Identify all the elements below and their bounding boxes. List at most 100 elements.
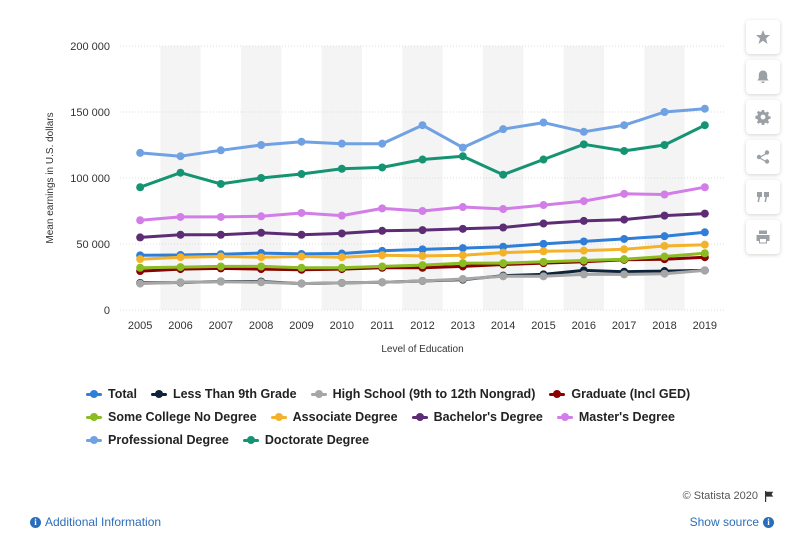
data-point [539,247,548,256]
data-point [620,189,629,198]
legend-label: Associate Degree [292,409,398,424]
data-point [216,262,225,271]
legend-item[interactable]: Associate Degree [270,409,398,424]
data-point [136,255,145,264]
x-tick-label: 2014 [491,320,515,332]
x-tick-label: 2012 [410,320,434,332]
legend-item[interactable]: Master's Degree [556,410,675,424]
data-point [579,237,588,246]
data-point [257,141,266,149]
show-source-link[interactable]: Show source i [690,515,774,529]
data-point [458,274,467,283]
legend-item[interactable]: Graduate (Incl GED) [549,387,690,401]
data-point [378,226,387,235]
data-point [136,263,145,272]
x-tick-label: 2009 [289,320,313,332]
data-point [539,201,548,210]
printer-icon [756,230,770,244]
data-point [700,209,709,218]
bell-icon [757,70,769,84]
x-tick-label: 2011 [370,320,394,332]
x-tick-label: 2007 [209,320,233,332]
x-tick-label: 2017 [612,320,636,332]
data-point [216,252,225,261]
legend-label: Less Than 9th Grade [172,386,297,401]
data-point [539,155,548,164]
data-point [660,269,669,278]
quote-icon [757,192,769,202]
cite-button[interactable] [746,180,780,214]
data-point [418,207,427,215]
y-tick-label: 50 000 [76,239,110,251]
legend-swatch [310,389,327,399]
data-point [216,230,225,239]
data-point [660,241,669,250]
data-point [378,163,387,172]
data-point [337,164,346,173]
data-point [337,211,346,220]
share-button[interactable] [746,140,780,174]
data-point [257,212,266,221]
data-point [700,183,709,192]
legend-item[interactable]: Doctorate Degree [242,432,370,447]
legend-swatch [411,412,428,422]
star-icon [756,30,770,44]
legend-label: Graduate (Incl GED) [571,386,691,401]
additional-information-label: Additional Information [45,515,162,529]
data-point [620,215,629,224]
legend-swatch [86,435,102,445]
x-tick-label: 2019 [693,320,717,332]
data-point [660,232,669,241]
notification-button[interactable] [746,60,780,94]
data-point [297,252,306,261]
favorite-button[interactable] [746,20,780,54]
share-icon [756,150,770,164]
data-point [176,212,185,221]
settings-button[interactable] [746,100,780,134]
data-point [539,239,548,248]
data-point [216,146,225,155]
data-point [176,278,185,287]
data-point [297,279,306,288]
data-point [579,246,588,255]
data-point [660,252,669,261]
legend-label: High School (9th to 12th Nongrad) [332,386,536,401]
data-point [458,152,467,161]
data-point [620,121,629,130]
legend-item[interactable]: Some College No Degree [86,410,257,424]
legend-item[interactable]: Bachelor's Degree [411,410,543,424]
x-tick-label: 2015 [531,320,555,332]
legend-item[interactable]: High School (9th to 12th Nongrad) [310,386,536,401]
print-button[interactable] [746,220,780,254]
legend-label: Professional Degree [108,432,229,447]
data-point [579,140,588,149]
data-point [337,263,346,272]
data-point [257,278,266,287]
data-point [620,245,629,254]
data-point [579,270,588,279]
additional-information-link[interactable]: i Additional Information [30,515,161,529]
legend-item[interactable]: Total [86,387,137,401]
legend-item[interactable]: Less Than 9th Grade [150,386,297,401]
legend-item[interactable]: Professional Degree [86,433,229,447]
data-point [620,234,629,243]
flag-icon[interactable] [764,490,774,502]
data-point [136,183,145,192]
gear-icon [755,110,771,125]
data-point [499,205,508,214]
data-point [297,208,306,217]
legend-label: Total [108,386,137,401]
credit-text: © Statista 2020 [682,490,758,502]
x-tick-label: 2005 [128,320,152,332]
data-point [378,251,387,260]
data-point [660,190,669,199]
legend-swatch [150,389,167,399]
data-point [579,197,588,206]
show-source-label: Show source [689,515,759,529]
info-icon: i [30,516,41,528]
data-point [620,270,629,279]
data-point [418,121,427,130]
x-tick-label: 2010 [330,320,354,332]
y-tick-label: 100 000 [70,173,110,185]
legend-label: Doctorate Degree [264,432,370,447]
